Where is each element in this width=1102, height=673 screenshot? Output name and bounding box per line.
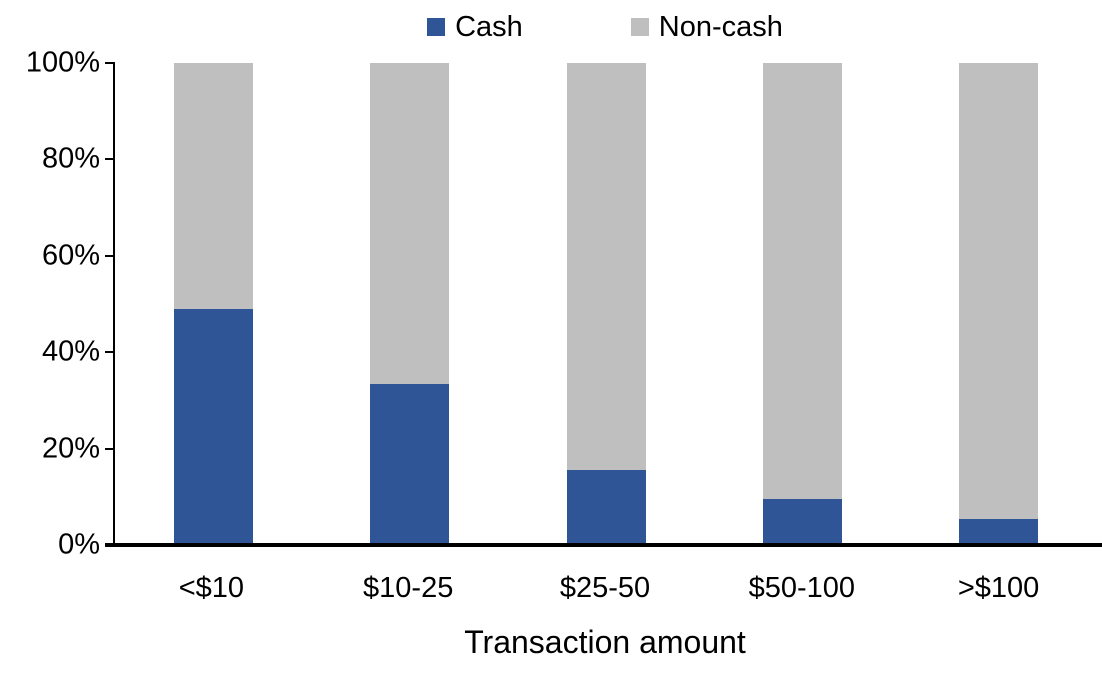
y-axis-tick-label: 20% (41, 432, 100, 465)
x-axis-tick-label: <$10 (178, 572, 245, 604)
x-axis-tick-label: $10-25 (363, 572, 454, 604)
legend: Cash Non-cash (113, 9, 1097, 45)
bar-slot (508, 63, 704, 545)
y-axis-tick-label: 40% (41, 335, 100, 368)
bar-slot (115, 63, 311, 545)
x-axis-tick-label: $50-100 (748, 572, 855, 604)
bar-segment-non-cash (762, 63, 842, 500)
y-axis-tick-label: 0% (58, 528, 100, 561)
legend-label-non-cash: Non-cash (658, 11, 783, 43)
stacked-bar (959, 63, 1039, 545)
legend-item-non-cash: Non-cash (630, 9, 783, 45)
stacked-bar (173, 63, 253, 545)
y-axis-tick (105, 158, 115, 161)
bar-segment-cash (370, 383, 450, 545)
y-axis-tick (105, 254, 115, 257)
y-axis-tick-label: 60% (41, 239, 100, 272)
bar-slot (311, 63, 507, 545)
bar-segment-non-cash (370, 63, 450, 384)
legend-item-cash: Cash (427, 9, 523, 45)
bar-segment-cash (762, 499, 842, 545)
x-axis-tick-label: $25-50 (559, 572, 651, 604)
y-axis-tick-label: 80% (41, 142, 100, 175)
stacked-bar (762, 63, 842, 545)
bar-segment-cash (173, 308, 253, 545)
plot-area: 0% 20% 40% 60% 80% 100% (26, 47, 1102, 561)
x-axis-tick-label: >$100 (957, 572, 1040, 604)
x-axis-labels: <$10 $10-25 $25-50 $50-100 >$100 (113, 572, 1097, 605)
stacked-bar (566, 63, 646, 545)
bars (115, 63, 1097, 545)
y-axis-tick (105, 447, 115, 450)
x-axis-line (105, 543, 1102, 547)
bar-slot (704, 63, 900, 545)
x-axis-title: Transaction amount (464, 624, 746, 660)
y-axis-tick (105, 351, 115, 354)
bar-segment-non-cash (566, 63, 646, 471)
legend-swatch-cash-icon (427, 18, 446, 36)
y-axis-tick-label: 100% (25, 46, 100, 79)
stacked-bar (370, 63, 450, 545)
legend-label-cash: Cash (455, 11, 523, 43)
bar-segment-non-cash (959, 63, 1039, 519)
legend-swatch-non-cash-icon (630, 18, 649, 36)
bar-slot (901, 63, 1097, 545)
bar-segment-cash (959, 518, 1039, 545)
y-axis-tick (105, 62, 115, 64)
bar-segment-non-cash (173, 63, 253, 309)
bar-segment-cash (566, 470, 646, 545)
